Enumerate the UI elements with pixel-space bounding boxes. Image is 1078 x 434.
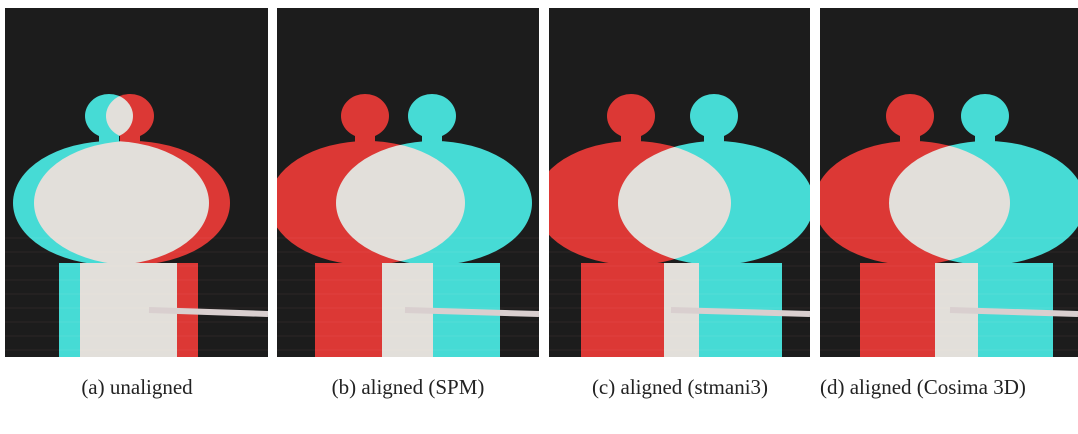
panel-image xyxy=(820,8,1078,357)
ball xyxy=(85,94,133,138)
ball xyxy=(886,94,934,138)
panel-image xyxy=(277,8,539,357)
ball xyxy=(408,94,456,138)
caption: (b) aligned (SPM) xyxy=(273,370,543,404)
ball xyxy=(341,94,389,138)
rope xyxy=(671,310,810,314)
bulb xyxy=(889,141,1078,265)
caption: (a) unaligned xyxy=(2,370,272,404)
panel-image xyxy=(5,8,268,357)
ball xyxy=(690,94,738,138)
ball xyxy=(961,94,1009,138)
caption: (c) aligned (stmani3) xyxy=(545,370,815,404)
rope xyxy=(149,310,268,314)
bulb xyxy=(336,141,532,265)
rope xyxy=(405,310,539,314)
bulb xyxy=(13,141,209,265)
figure: (a) unaligned (b) aligned (SPM) (c) alig… xyxy=(0,0,1078,434)
panel-image xyxy=(549,8,810,357)
bulb xyxy=(618,141,810,265)
rope xyxy=(950,310,1078,314)
ball xyxy=(607,94,655,138)
caption: (d) aligned (Cosima 3D) xyxy=(820,370,1078,404)
